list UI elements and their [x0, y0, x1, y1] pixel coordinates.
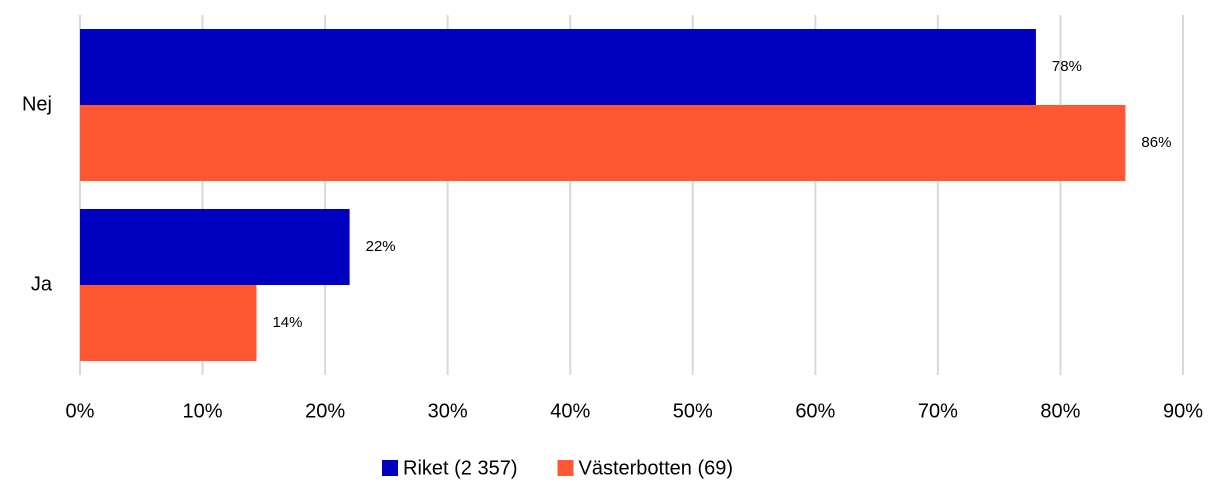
bar [80, 29, 1036, 105]
bar [80, 105, 1126, 181]
data-label: 78% [1052, 58, 1082, 75]
x-tick-label: 40% [550, 400, 590, 422]
bar [80, 209, 350, 285]
data-label: 86% [1141, 134, 1171, 151]
x-tick-label: 50% [673, 400, 713, 422]
legend-label: Riket (2 357) [403, 457, 518, 479]
legend-swatch [382, 460, 398, 476]
legend-label: Västerbotten (69) [579, 457, 734, 479]
x-tick-label: 30% [428, 400, 468, 422]
legend-swatch [557, 460, 574, 476]
x-tick-label: 70% [918, 400, 958, 422]
x-tick-label: 90% [1163, 400, 1203, 422]
x-tick-label: 20% [305, 400, 345, 422]
y-tick-label: Ja [31, 273, 53, 295]
data-label: 14% [272, 314, 302, 331]
y-tick-label: Nej [22, 93, 52, 115]
data-label: 22% [366, 238, 396, 255]
x-tick-label: 60% [795, 400, 835, 422]
x-tick-label: 10% [183, 400, 223, 422]
x-tick-label: 0% [66, 400, 95, 422]
bar [80, 285, 257, 361]
x-tick-label: 80% [1040, 400, 1080, 422]
